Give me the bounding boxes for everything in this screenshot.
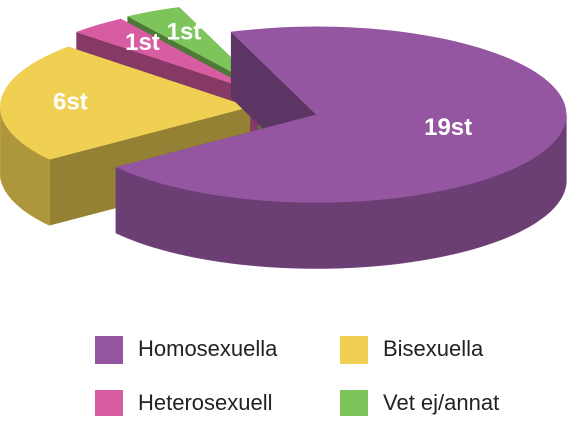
data-label: 1st — [167, 18, 202, 45]
legend-label: Heterosexuell — [138, 390, 273, 415]
data-label: 6st — [53, 89, 88, 116]
slice-top — [0, 46, 251, 160]
legend-swatch — [340, 336, 368, 364]
legend-swatch — [340, 390, 368, 418]
slice-top — [115, 26, 567, 203]
slice-wall — [0, 106, 50, 226]
slice-top — [76, 18, 259, 93]
data-label: 1st — [125, 29, 160, 56]
legend-label: Homosexuella — [138, 336, 278, 361]
data-label: 19st — [424, 114, 472, 141]
slice-wall — [115, 114, 567, 269]
slice: 19st — [115, 26, 567, 269]
legend-label: Bisexuella — [383, 336, 484, 361]
legend-swatch — [95, 390, 123, 418]
legend-swatch — [95, 336, 123, 364]
legend-label: Vet ej/annat — [383, 390, 499, 415]
slice-top — [127, 7, 265, 90]
